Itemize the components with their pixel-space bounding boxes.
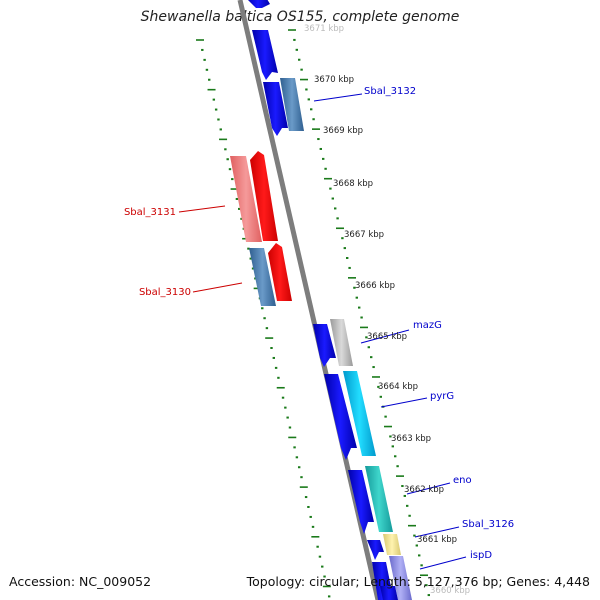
leader-line bbox=[414, 526, 460, 538]
gene-block bbox=[343, 371, 376, 456]
ruler-label: 3671 kbp bbox=[304, 24, 344, 34]
gene-label: pyrG bbox=[430, 391, 454, 402]
leader-line bbox=[192, 282, 243, 293]
genome-summary-text: Topology: circular; Length: 5,127,376 bp… bbox=[246, 574, 590, 589]
gene-arrow bbox=[367, 540, 384, 560]
gene-arrow bbox=[252, 30, 278, 80]
leader-line bbox=[360, 329, 410, 344]
accession-text: Accession: NC_009052 bbox=[9, 574, 152, 589]
gene-block bbox=[365, 466, 393, 532]
ruler-label: 3669 kbp bbox=[323, 126, 363, 136]
gene-block bbox=[380, 586, 398, 600]
gene-block bbox=[230, 156, 262, 242]
map-title: Shewanella baltica OS155, complete genom… bbox=[140, 9, 460, 25]
gene-features bbox=[230, 0, 412, 600]
gene-label: Sbal_3131 bbox=[124, 207, 176, 218]
gene-label: eno bbox=[453, 475, 472, 486]
ruler-label: 3666 kbp bbox=[355, 281, 395, 291]
gene-arrow bbox=[268, 243, 292, 301]
gene-label: ispD bbox=[470, 550, 492, 561]
ruler-label: 3668 kbp bbox=[333, 179, 373, 189]
ruler-label: 3663 kbp bbox=[391, 434, 431, 444]
ruler-label: 3664 kbp bbox=[378, 382, 418, 392]
gene-label: mazG bbox=[413, 320, 442, 331]
leader-line bbox=[178, 205, 226, 213]
label-leaders bbox=[178, 93, 467, 570]
ruler-tick-track bbox=[288, 29, 431, 597]
leader-line bbox=[313, 93, 363, 102]
gene-block bbox=[249, 248, 276, 306]
ruler-label: 3665 kbp bbox=[367, 332, 407, 342]
gene-block bbox=[330, 319, 353, 366]
leader-line bbox=[406, 482, 451, 495]
ruler-label: 3661 kbp bbox=[417, 535, 457, 545]
gene-label: Sbal_3130 bbox=[139, 287, 191, 298]
leader-line bbox=[380, 397, 428, 408]
gene-arrow bbox=[324, 374, 357, 460]
gene-arrow bbox=[248, 0, 270, 8]
gene-arrow bbox=[263, 82, 288, 136]
ruler-label: 3660 kbp bbox=[430, 586, 470, 596]
gene-block bbox=[280, 78, 304, 131]
ruler-label: 3667 kbp bbox=[344, 230, 384, 240]
gene-block bbox=[389, 556, 412, 600]
gene-arrow bbox=[313, 324, 336, 367]
ruler-label: 3670 kbp bbox=[314, 75, 354, 85]
gene-block bbox=[383, 534, 401, 555]
gene-arrow bbox=[250, 151, 278, 241]
gene-label: Sbal_3126 bbox=[462, 519, 514, 530]
gene-arrow bbox=[348, 470, 374, 534]
ruler-label: 3662 kbp bbox=[404, 485, 444, 495]
leader-line bbox=[419, 556, 467, 570]
gene-label: Sbal_3132 bbox=[364, 86, 416, 97]
